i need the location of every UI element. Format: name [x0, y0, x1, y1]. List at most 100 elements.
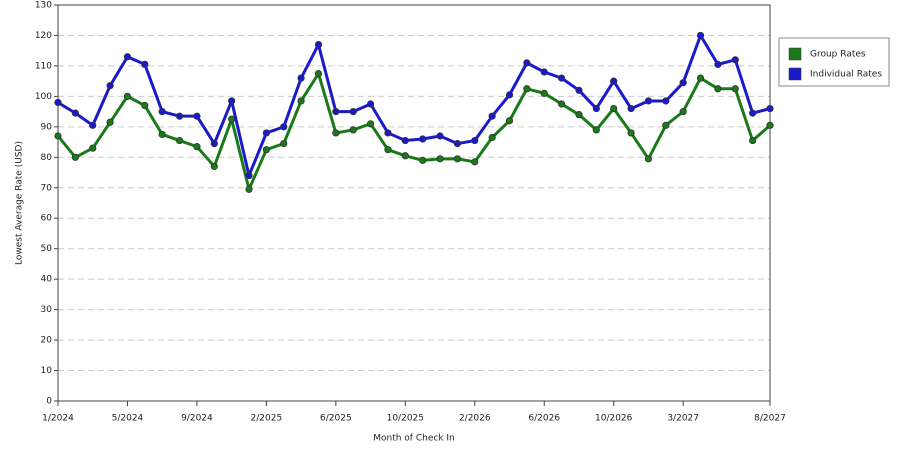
data-point — [453, 140, 462, 148]
data-point — [262, 146, 270, 154]
data-point — [71, 109, 79, 117]
y-tick-label: 50 — [41, 244, 53, 254]
data-point — [245, 185, 253, 193]
series-line — [57, 33, 771, 178]
data-point — [297, 97, 305, 105]
x-tick-label: 10/2025 — [387, 414, 424, 424]
data-point — [193, 112, 201, 120]
data-point — [575, 111, 583, 119]
data-point — [696, 31, 705, 40]
x-tick-label: 2/2026 — [459, 414, 491, 424]
data-point — [89, 121, 97, 129]
data-point — [592, 126, 600, 134]
data-point — [71, 153, 79, 161]
y-tick-label: 120 — [35, 31, 52, 41]
x-tick-label: 6/2025 — [320, 414, 352, 424]
data-point — [158, 108, 166, 116]
data-point — [401, 152, 409, 160]
data-point — [749, 109, 757, 117]
data-point — [314, 40, 323, 49]
data-point — [540, 68, 548, 76]
data-point — [644, 97, 653, 105]
data-point — [523, 85, 531, 93]
data-point — [662, 121, 670, 129]
data-point — [610, 104, 618, 113]
data-point — [54, 132, 62, 140]
data-point — [141, 60, 149, 69]
data-point — [349, 108, 357, 116]
data-point — [141, 101, 149, 110]
y-tick-label: 20 — [41, 336, 53, 346]
legend-label: Group Rates — [810, 50, 866, 60]
data-point — [471, 136, 479, 145]
data-point — [332, 129, 340, 137]
plot-frame — [57, 4, 771, 402]
data-point — [644, 155, 653, 163]
y-tick-label: 0 — [46, 397, 52, 407]
x-tick-label: 9/2024 — [181, 414, 213, 424]
x-tick-label: 1/2024 — [42, 414, 74, 424]
y-tick-label: 10 — [41, 366, 53, 376]
y-tick-label: 60 — [41, 214, 53, 224]
data-point — [297, 74, 305, 82]
data-point — [575, 86, 583, 94]
y-tick-label: 90 — [41, 122, 53, 132]
data-point — [384, 129, 392, 137]
x-tick-label: 10/2026 — [595, 414, 633, 424]
series-line — [56, 72, 771, 191]
data-point — [731, 56, 739, 64]
data-point — [471, 158, 479, 166]
data-point — [627, 104, 635, 113]
x-tick-label: 3/2027 — [667, 414, 699, 424]
data-point — [627, 129, 635, 137]
data-point — [679, 108, 687, 116]
data-point — [488, 133, 496, 142]
data-point — [106, 118, 114, 126]
data-point — [280, 123, 288, 131]
y-tick-label: 100 — [35, 92, 52, 102]
data-point — [366, 100, 375, 108]
x-tick-label: 2/2025 — [251, 414, 283, 424]
data-point — [558, 74, 566, 82]
y-tick-label: 70 — [41, 183, 53, 193]
legend-label: Individual Rates — [810, 70, 882, 80]
data-point — [419, 156, 427, 164]
data-point — [401, 136, 409, 145]
data-point — [210, 140, 218, 148]
data-point — [696, 74, 705, 82]
data-point — [384, 146, 392, 154]
data-point — [436, 132, 444, 140]
y-tick-label: 30 — [41, 305, 53, 315]
data-point — [332, 108, 340, 116]
x-tick-label: 6/2026 — [528, 414, 560, 424]
x-tick-label: 5/2024 — [112, 414, 144, 424]
data-point — [679, 79, 687, 87]
data-point — [749, 136, 757, 145]
data-point — [558, 100, 566, 108]
data-point — [245, 171, 253, 180]
x-tick-label: 8/2027 — [754, 414, 786, 424]
data-point — [766, 121, 774, 129]
data-point — [123, 53, 132, 61]
data-point — [731, 85, 739, 93]
data-point — [262, 129, 270, 137]
data-point — [175, 112, 184, 120]
data-point — [540, 89, 548, 97]
x-axis-label: Month of Check In — [373, 434, 455, 444]
data-point — [175, 136, 184, 145]
data-point — [314, 69, 323, 78]
data-point — [349, 126, 357, 134]
data-point — [280, 140, 288, 148]
data-point — [714, 85, 722, 93]
y-tick-label: 130 — [35, 1, 52, 11]
y-tick-label: 80 — [41, 153, 53, 163]
data-point — [210, 162, 218, 171]
data-point — [453, 155, 462, 163]
data-point — [193, 143, 201, 151]
data-point — [592, 104, 600, 113]
data-point — [54, 98, 62, 107]
data-point — [106, 82, 114, 90]
y-tick-label: 40 — [41, 275, 53, 285]
data-point — [89, 144, 97, 152]
data-point — [158, 130, 166, 139]
